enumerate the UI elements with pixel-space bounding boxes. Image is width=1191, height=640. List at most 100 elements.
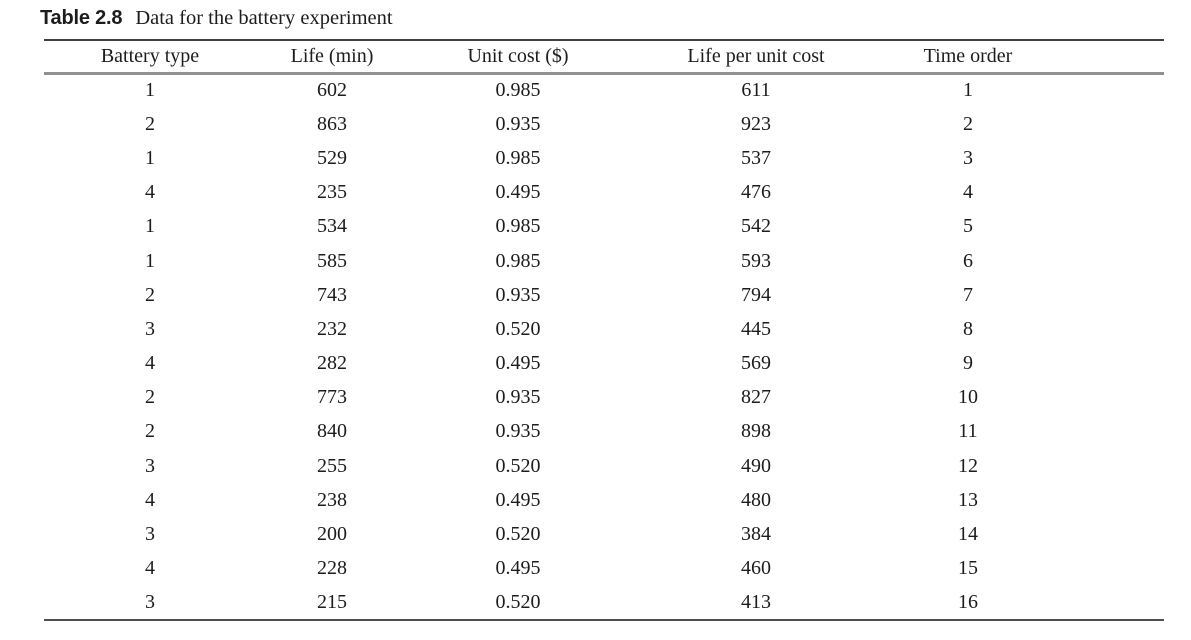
column-header-life-per-unit-cost: Life per unit cost: [687, 44, 825, 67]
table-cell: 4: [145, 352, 155, 375]
column-header-time-order: Time order: [923, 44, 1013, 67]
table-cell: 3: [963, 146, 973, 169]
table-row: 1 534 0.985 542 5: [44, 210, 1164, 244]
table-row: 4 282 0.495 569 9: [44, 347, 1164, 381]
table-cell: 0.935: [495, 420, 541, 443]
table-cell: 238: [317, 488, 347, 511]
table-row: 1 602 0.985 611 1: [44, 73, 1164, 107]
table-cell: 0.495: [495, 352, 541, 375]
table-cell: 9: [963, 352, 973, 375]
table-cell: 2: [963, 112, 973, 135]
table-cell: 0.935: [495, 283, 541, 306]
table-cell: 3: [145, 590, 155, 613]
table-cell: 743: [317, 283, 347, 306]
battery-experiment-table: Battery type Life (min) Unit cost ($) Li…: [44, 39, 1164, 621]
table-cell: 0.985: [495, 146, 541, 169]
table-cell: 534: [317, 215, 347, 238]
table-row: 3 215 0.520 413 16: [44, 586, 1164, 620]
table-row: 4 228 0.495 460 15: [44, 552, 1164, 586]
table-cell: 3: [145, 454, 155, 477]
table-cell: 6: [963, 249, 973, 272]
table-cell: 460: [741, 557, 771, 580]
table-cell: 593: [741, 249, 771, 272]
table-cell: 235: [317, 181, 347, 204]
table-row: 3 255 0.520 490 12: [44, 449, 1164, 483]
table-caption-text: Data for the battery experiment: [135, 7, 393, 29]
table-cell: 215: [317, 590, 347, 613]
table-cell: 0.495: [495, 181, 541, 204]
table-cell: 13: [958, 488, 978, 511]
table-row: 4 238 0.495 480 13: [44, 483, 1164, 517]
table-header: Battery type Life (min) Unit cost ($) Li…: [44, 40, 1164, 73]
table-cell: 476: [741, 181, 771, 204]
table-cell: 863: [317, 112, 347, 135]
table-cell: 8: [963, 317, 973, 340]
table-row: 1 529 0.985 537 3: [44, 141, 1164, 175]
table-row: 4 235 0.495 476 4: [44, 176, 1164, 210]
table-caption: Table 2.8 Data for the battery experiment: [40, 6, 393, 30]
table-cell: 11: [958, 420, 978, 443]
table-cell: 2: [145, 283, 155, 306]
table-cell: 923: [741, 112, 771, 135]
table-cell: 840: [317, 420, 347, 443]
table-row: 2 840 0.935 898 11: [44, 415, 1164, 449]
table-number-label: Table 2.8: [40, 7, 123, 29]
table-cell: 0.520: [495, 317, 541, 340]
table-cell: 1: [145, 215, 155, 238]
table-header-row: Battery type Life (min) Unit cost ($) Li…: [44, 40, 1164, 73]
table-cell: 529: [317, 146, 347, 169]
table-cell: 490: [741, 454, 771, 477]
table-row: 2 863 0.935 923 2: [44, 107, 1164, 141]
table-cell: 2: [145, 386, 155, 409]
table-cell: 0.520: [495, 454, 541, 477]
table-cell: 2: [145, 420, 155, 443]
table-cell: 15: [958, 557, 978, 580]
table-cell: 827: [741, 386, 771, 409]
table-row: 3 232 0.520 445 8: [44, 312, 1164, 346]
table-cell: 10: [958, 386, 978, 409]
table-row: 1 585 0.985 593 6: [44, 244, 1164, 278]
table-cell: 384: [741, 523, 771, 546]
column-header-unit-cost: Unit cost ($): [467, 44, 569, 67]
table-cell: 4: [145, 488, 155, 511]
table-cell: 0.985: [495, 215, 541, 238]
table-cell: 413: [741, 590, 771, 613]
table-cell: 3: [145, 523, 155, 546]
table-cell: 445: [741, 317, 771, 340]
table-cell: 0.985: [495, 249, 541, 272]
table-cell: 773: [317, 386, 347, 409]
table-cell: 4: [963, 181, 973, 204]
table-cell: 794: [741, 283, 771, 306]
table-cell: 3: [145, 317, 155, 340]
table-cell: 611: [741, 79, 771, 102]
table-cell: 542: [741, 215, 771, 238]
table-cell: 537: [741, 146, 771, 169]
table-cell: 4: [145, 181, 155, 204]
table-row: 2 773 0.935 827 10: [44, 381, 1164, 415]
table-cell: 5: [963, 215, 973, 238]
table-row: 2 743 0.935 794 7: [44, 278, 1164, 312]
table-cell: 0.495: [495, 557, 541, 580]
table-cell: 1: [963, 79, 973, 102]
table-cell: 0.520: [495, 590, 541, 613]
table-cell: 0.935: [495, 112, 541, 135]
table-cell: 1: [145, 79, 155, 102]
table-cell: 1: [145, 249, 155, 272]
table-cell: 7: [963, 283, 973, 306]
table-cell: 0.495: [495, 488, 541, 511]
table-cell: 228: [317, 557, 347, 580]
column-header-battery-type: Battery type: [100, 44, 200, 67]
table-cell: 14: [958, 523, 978, 546]
table-cell: 0.985: [495, 79, 541, 102]
column-header-life-min: Life (min): [290, 44, 374, 67]
table-cell: 585: [317, 249, 347, 272]
table-cell: 602: [317, 79, 347, 102]
table-cell: 0.935: [495, 386, 541, 409]
table-row: 3 200 0.520 384 14: [44, 517, 1164, 551]
table-cell: 12: [958, 454, 978, 477]
table-cell: 480: [741, 488, 771, 511]
table-cell: 2: [145, 112, 155, 135]
table-cell: 282: [317, 352, 347, 375]
table-cell: 16: [958, 590, 978, 613]
table-cell: 898: [741, 420, 771, 443]
